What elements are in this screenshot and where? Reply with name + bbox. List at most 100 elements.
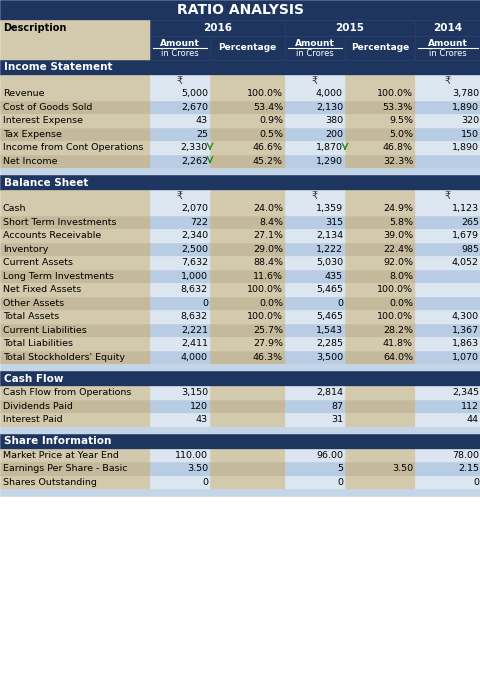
Text: Tax Expense: Tax Expense <box>3 130 62 139</box>
Bar <box>285 75 344 87</box>
Bar <box>285 297 344 310</box>
Text: Other Assets: Other Assets <box>3 299 64 308</box>
Bar <box>150 324 210 337</box>
Bar <box>414 337 480 351</box>
Bar <box>344 386 414 399</box>
Text: 2,130: 2,130 <box>315 103 342 112</box>
Bar <box>210 324 285 337</box>
Bar <box>414 297 480 310</box>
Text: 0.5%: 0.5% <box>258 130 282 139</box>
Bar <box>414 75 480 87</box>
Bar <box>150 190 210 202</box>
Bar <box>0 36 150 60</box>
Bar <box>414 202 480 215</box>
Text: 112: 112 <box>460 401 478 411</box>
Bar <box>344 351 414 364</box>
Text: Short Term Investments: Short Term Investments <box>3 218 116 227</box>
Bar <box>414 269 480 283</box>
Bar <box>210 202 285 215</box>
Text: Cost of Goods Sold: Cost of Goods Sold <box>3 103 92 112</box>
Bar <box>0 364 480 371</box>
Bar <box>344 75 414 87</box>
Bar <box>0 0 480 20</box>
Text: 320: 320 <box>460 116 478 125</box>
Bar <box>414 100 480 114</box>
Text: 5.8%: 5.8% <box>388 218 412 227</box>
Bar <box>210 283 285 297</box>
Bar <box>285 462 344 475</box>
Bar <box>414 399 480 413</box>
Text: 1,679: 1,679 <box>451 232 478 240</box>
Text: 2,221: 2,221 <box>180 326 207 334</box>
Text: 0: 0 <box>336 299 342 308</box>
Text: ₹: ₹ <box>444 76 450 86</box>
Bar <box>210 127 285 141</box>
Text: 24.9%: 24.9% <box>382 204 412 213</box>
Bar <box>0 242 150 256</box>
Bar <box>150 256 210 269</box>
Bar <box>0 310 150 324</box>
Text: ₹: ₹ <box>311 76 317 86</box>
Text: ₹: ₹ <box>177 76 183 86</box>
Text: 0: 0 <box>336 478 342 487</box>
Text: Balance Sheet: Balance Sheet <box>4 177 88 188</box>
Bar <box>210 448 285 462</box>
Bar <box>150 127 210 141</box>
Bar <box>344 141 414 154</box>
Bar <box>285 269 344 283</box>
Text: 25.7%: 25.7% <box>252 326 282 334</box>
Text: 44: 44 <box>466 415 478 424</box>
Text: Total Assets: Total Assets <box>3 312 59 322</box>
Text: in Crores: in Crores <box>296 49 333 58</box>
Bar <box>0 114 150 127</box>
Text: 722: 722 <box>190 218 207 227</box>
Text: 27.9%: 27.9% <box>252 339 282 348</box>
Bar <box>0 283 150 297</box>
Text: 8.0%: 8.0% <box>388 271 412 281</box>
Bar <box>210 297 285 310</box>
Text: ₹: ₹ <box>444 191 450 201</box>
Text: 315: 315 <box>324 218 342 227</box>
Bar <box>0 399 150 413</box>
Bar <box>285 283 344 297</box>
Text: 46.3%: 46.3% <box>252 353 282 362</box>
Bar <box>0 413 150 427</box>
Text: ₹: ₹ <box>311 191 317 201</box>
Text: Cash: Cash <box>3 204 26 213</box>
Bar <box>414 154 480 168</box>
Text: 2016: 2016 <box>203 23 231 33</box>
Text: 28.2%: 28.2% <box>382 326 412 334</box>
Bar <box>210 386 285 399</box>
Bar <box>150 20 285 36</box>
Text: 41.8%: 41.8% <box>382 339 412 348</box>
Text: 985: 985 <box>460 245 478 254</box>
Text: 0: 0 <box>202 478 207 487</box>
Text: 46.8%: 46.8% <box>382 144 412 152</box>
Text: 110.00: 110.00 <box>175 451 207 460</box>
Bar <box>344 310 414 324</box>
Text: in Crores: in Crores <box>428 49 466 58</box>
Text: Current Liabilities: Current Liabilities <box>3 326 86 334</box>
Text: 1,359: 1,359 <box>315 204 342 213</box>
Text: 1,890: 1,890 <box>451 103 478 112</box>
Text: 29.0%: 29.0% <box>252 245 282 254</box>
Bar <box>414 127 480 141</box>
Bar <box>150 269 210 283</box>
Text: in Crores: in Crores <box>161 49 198 58</box>
Bar <box>0 190 150 202</box>
Bar <box>150 448 210 462</box>
Bar <box>285 36 344 60</box>
Text: Net Income: Net Income <box>3 157 58 166</box>
Text: 120: 120 <box>190 401 207 411</box>
Bar <box>414 475 480 489</box>
Text: ₹: ₹ <box>177 191 183 201</box>
Text: Revenue: Revenue <box>3 89 45 98</box>
Text: Long Term Investments: Long Term Investments <box>3 271 114 281</box>
Text: 1,367: 1,367 <box>451 326 478 334</box>
Text: 4,300: 4,300 <box>451 312 478 322</box>
Bar <box>0 324 150 337</box>
Text: Description: Description <box>3 23 66 33</box>
Text: RATIO ANALYSIS: RATIO ANALYSIS <box>177 3 303 17</box>
Bar <box>414 141 480 154</box>
Bar <box>414 351 480 364</box>
